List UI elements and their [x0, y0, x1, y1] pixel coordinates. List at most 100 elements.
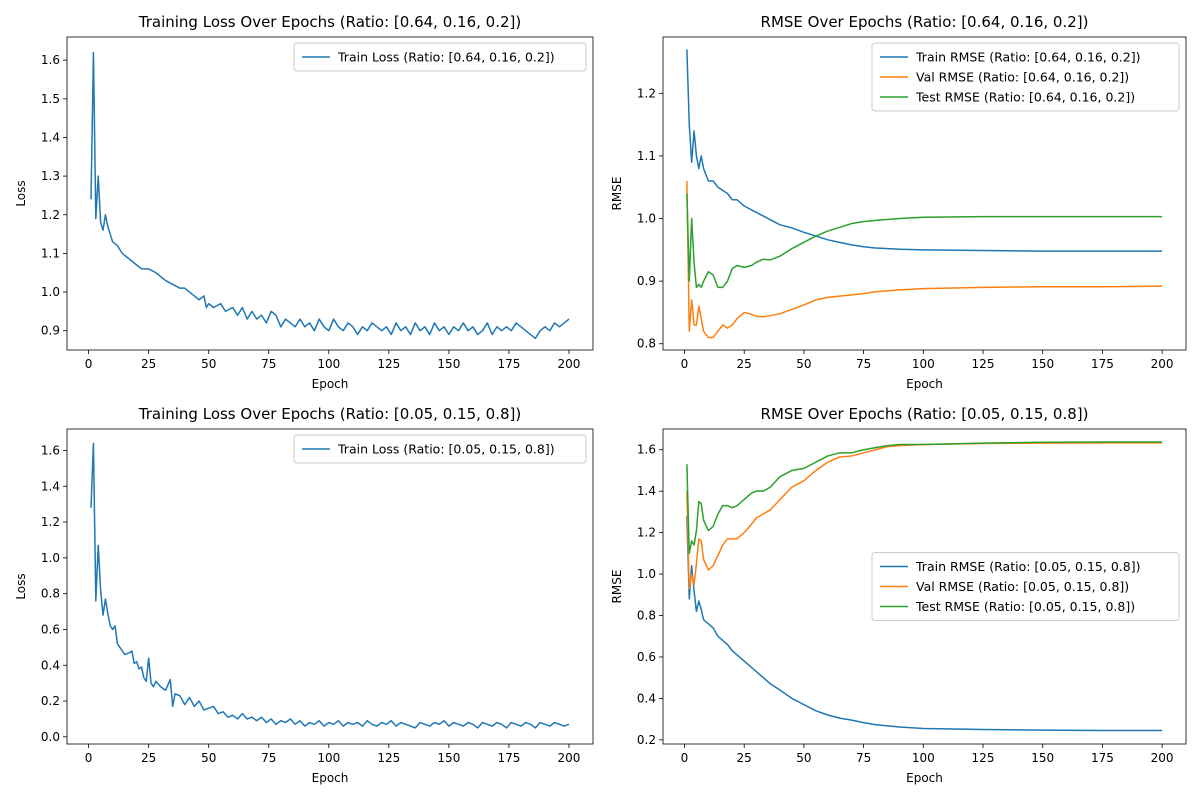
chart-2-y-axis-label: RMSE [610, 177, 624, 211]
chart-3-xtick-label: 50 [201, 751, 216, 765]
chart-4-series-3-line [686, 441, 1163, 555]
chart-4-ytick-label: 0.4 [637, 691, 656, 705]
chart-3-ytick-label: 0.8 [41, 587, 60, 601]
chart-4-xtick-label: 75 [856, 751, 871, 765]
chart-1-xtick-label: 25 [141, 357, 156, 371]
chart-3-ytick-label: 0.4 [41, 658, 60, 672]
chart-2-x-axis-label: Epoch [906, 377, 943, 391]
chart-2-xtick-label: 125 [972, 357, 995, 371]
chart-2-legend: Train RMSE (Ratio: [0.64, 0.16, 0.2]) Val… [871, 42, 1180, 112]
chart-4-ytick-label: 0.2 [637, 733, 656, 747]
chart-4-y-axis-label: RMSE [610, 570, 624, 604]
chart-2-legend-entry: Test RMSE (Ratio: [0.64, 0.16, 0.2]) [915, 90, 1135, 105]
chart-1-legend-entry: Train Loss (Ratio: [0.64, 0.16, 0.2]) [337, 50, 555, 65]
chart-4-ytick-label: 1.4 [637, 484, 656, 498]
chart-4: RMSE Over Epochs (Ratio: [0.05, 0.15, 0.… [610, 405, 1187, 785]
chart-4-legend-entry: Test RMSE (Ratio: [0.05, 0.15, 0.8]) [915, 599, 1135, 614]
chart-4-series-2-line [686, 442, 1163, 590]
chart-3-legend-box [293, 434, 587, 464]
chart-4-legend-box [871, 552, 1180, 621]
chart-2-legend-entry: Val RMSE (Ratio: [0.64, 0.16, 0.2]) [916, 70, 1129, 85]
chart-1-ytick-label: 1.5 [41, 92, 60, 106]
chart-3-x-axis-label: Epoch [312, 771, 349, 785]
chart-3-series-1-line [90, 442, 570, 729]
chart-3-ytick-label: 1.4 [41, 479, 60, 493]
chart-1-axes-frame [66, 36, 594, 351]
chart-2-axes-frame [662, 36, 1187, 351]
chart-2-series-1-line [686, 49, 1163, 252]
chart-3-xtick-label: 100 [317, 751, 340, 765]
chart-4-xtick-label: 0 [681, 751, 689, 765]
chart-1-ytick-label: 1.0 [41, 285, 60, 299]
chart-3-xtick-label: 175 [497, 751, 520, 765]
chart-2-legend-box [871, 42, 1180, 112]
chart-3-xtick-label: 150 [437, 751, 460, 765]
chart-4-axes-frame [662, 428, 1187, 745]
chart-1-xtick-label: 0 [85, 357, 93, 371]
chart-2-xtick-label: 50 [796, 357, 811, 371]
chart-3-legend-entry: Train Loss (Ratio: [0.05, 0.15, 0.8]) [337, 442, 555, 457]
chart-4-ytick-label: 1.0 [637, 567, 656, 581]
chart-4-legend-entry: Val RMSE (Ratio: [0.05, 0.15, 0.8]) [916, 579, 1129, 594]
chart-2-legend-entry: Train RMSE (Ratio: [0.64, 0.16, 0.2]) [915, 50, 1140, 65]
chart-2-ytick-label: 1.2 [637, 86, 656, 100]
chart-4-legend-entry: Train RMSE (Ratio: [0.05, 0.15, 0.8]) [915, 559, 1140, 574]
chart-2-xtick-label: 175 [1091, 357, 1114, 371]
chart-2-xtick-label: 75 [856, 357, 871, 371]
chart-4-x-axis-label: Epoch [906, 771, 943, 785]
chart-2-xtick-label: 150 [1031, 357, 1054, 371]
chart-2-title: RMSE Over Epochs (Ratio: [0.64, 0.16, 0.… [761, 13, 1089, 31]
chart-3-ytick-label: 1.6 [41, 443, 60, 457]
chart-1-xtick-label: 100 [317, 357, 340, 371]
chart-2-xtick-label: 200 [1151, 357, 1174, 371]
chart-2-ytick-label: 0.8 [637, 337, 656, 351]
chart-4-xtick-label: 150 [1031, 751, 1054, 765]
chart-2-xtick-label: 100 [912, 357, 935, 371]
chart-1-xtick-label: 175 [497, 357, 520, 371]
chart-1-y-axis-label: Loss [14, 180, 28, 206]
chart-4-xtick-label: 200 [1151, 751, 1174, 765]
chart-2-xtick-label: 25 [737, 357, 752, 371]
chart-1-ytick-label: 1.1 [41, 246, 60, 260]
chart-2-ytick-label: 0.9 [637, 274, 656, 288]
chart-2-series-3-line [686, 193, 1163, 289]
chart-2-ytick-label: 1.1 [637, 149, 656, 163]
chart-1-x-axis-label: Epoch [312, 377, 349, 391]
chart-4-xtick-label: 175 [1091, 751, 1114, 765]
chart-3-y-axis-label: Loss [14, 573, 28, 599]
chart-1-ytick-label: 1.4 [41, 130, 60, 144]
chart-1-xtick-label: 200 [558, 357, 581, 371]
chart-1-xtick-label: 50 [201, 357, 216, 371]
chart-4-xtick-label: 100 [912, 751, 935, 765]
chart-3-legend: Train Loss (Ratio: [0.05, 0.15, 0.8]) [293, 434, 587, 464]
chart-4-xtick-label: 25 [737, 751, 752, 765]
chart-1: Training Loss Over Epochs (Ratio: [0.64,… [14, 13, 594, 391]
chart-1-ytick-label: 0.9 [41, 324, 60, 338]
chart-2-xtick-label: 0 [681, 357, 689, 371]
chart-4-xtick-label: 50 [796, 751, 811, 765]
chart-3-xtick-label: 0 [85, 751, 93, 765]
chart-3-ytick-label: 0.0 [41, 730, 60, 744]
chart-1-title: Training Loss Over Epochs (Ratio: [0.64,… [138, 13, 521, 31]
chart-3-ytick-label: 0.2 [41, 694, 60, 708]
chart-3-xtick-label: 125 [377, 751, 400, 765]
chart-4-ytick-label: 0.8 [637, 609, 656, 623]
chart-3-ytick-label: 0.6 [41, 622, 60, 636]
chart-1-series-1-line [90, 51, 570, 340]
chart-4-ytick-label: 0.6 [637, 650, 656, 664]
chart-4-xtick-label: 125 [972, 751, 995, 765]
chart-3-xtick-label: 200 [558, 751, 581, 765]
chart-1-legend: Train Loss (Ratio: [0.64, 0.16, 0.2]) [293, 42, 587, 72]
chart-2-series-2-line [686, 180, 1163, 339]
chart-4-ytick-label: 1.6 [637, 443, 656, 457]
chart-1-legend-box [293, 42, 587, 72]
chart-2-ytick-label: 1.0 [637, 212, 656, 226]
chart-3-axes-frame [66, 428, 594, 745]
chart-4-title: RMSE Over Epochs (Ratio: [0.05, 0.15, 0.… [761, 405, 1089, 423]
chart-3-ytick-label: 1.0 [41, 551, 60, 565]
chart-3-xtick-label: 25 [141, 751, 156, 765]
chart-1-xtick-label: 75 [261, 357, 276, 371]
chart-3: Training Loss Over Epochs (Ratio: [0.05,… [14, 405, 594, 785]
chart-4-ytick-label: 1.2 [637, 526, 656, 540]
